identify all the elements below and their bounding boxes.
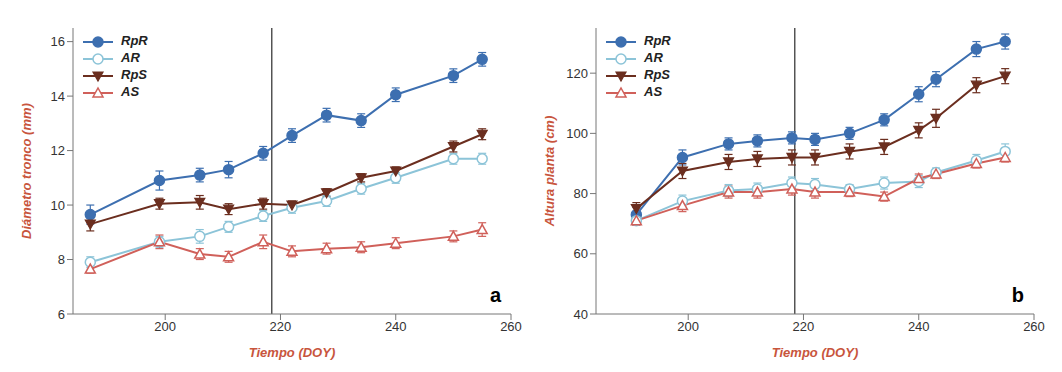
html-text:AS: AS [121,84,140,99]
svg-text:200: 200 [677,319,699,334]
svg-text:220: 220 [793,319,815,334]
svg-text:240: 240 [908,319,930,334]
svg-text:Altura planta (cm): Altura planta (cm) [542,116,557,228]
svg-text:16: 16 [51,34,65,49]
html-text:a: a [489,284,501,306]
svg-text:200: 200 [154,319,176,334]
svg-text:10: 10 [51,198,65,213]
svg-text:100: 100 [566,126,588,141]
svg-text:Tiempo (DOY): Tiempo (DOY) [249,345,335,360]
svg-text:Diámetro tronco (mm): Diámetro tronco (mm) [19,103,34,239]
svg-text:40: 40 [574,307,588,322]
svg-text:260: 260 [500,319,522,334]
svg-text:220: 220 [270,319,292,334]
svg-text:260: 260 [1023,319,1045,334]
html-text:AR: AR [121,50,140,65]
svg-text:80: 80 [574,186,588,201]
html-text:RpR: RpR [121,33,148,48]
svg-text:240: 240 [385,319,407,334]
svg-text:120: 120 [566,66,588,81]
svg-text:Tiempo (DOY): Tiempo (DOY) [772,345,858,360]
svg-text:12: 12 [51,143,65,158]
svg-text:14: 14 [51,89,65,104]
html-text:AS: AS [644,84,663,99]
svg-text:8: 8 [58,252,65,267]
svg-text:6: 6 [58,307,65,322]
html-text:RpR: RpR [644,33,671,48]
html-text:b: b [1011,284,1024,306]
html-text:RpS: RpS [644,67,670,82]
html-text:AR: AR [644,50,663,65]
html-text:RpS: RpS [121,67,147,82]
svg-text:60: 60 [574,246,588,261]
